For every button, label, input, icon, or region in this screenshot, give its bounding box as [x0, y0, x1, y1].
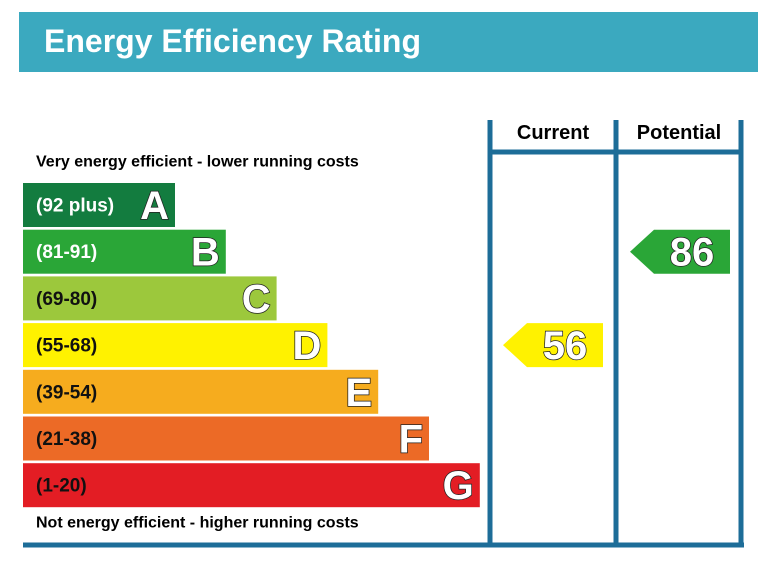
band [23, 183, 175, 227]
band-letter: G [443, 464, 474, 508]
band-range: (92 plus) [36, 196, 114, 217]
band-letter: D [293, 324, 322, 368]
band-range: (81-91) [36, 242, 97, 263]
band-letter: E [346, 371, 373, 415]
band-letter: B [191, 231, 220, 275]
band [23, 323, 328, 368]
band-range: (21-38) [36, 429, 97, 450]
frame [23, 120, 744, 548]
current-value: 56 [543, 324, 588, 368]
potential-arrow [630, 229, 730, 274]
bottom-note: Not energy efficient - higher running co… [36, 515, 359, 532]
header-bar [19, 12, 758, 72]
band-range: (55-68) [36, 336, 97, 357]
band [23, 416, 429, 461]
band-letter: C [242, 277, 271, 321]
chart-title: Energy Efficiency Rating [44, 23, 421, 59]
band [23, 369, 379, 414]
potential-value: 86 [670, 231, 715, 275]
column-header: Potential [637, 122, 721, 144]
band [23, 463, 480, 508]
band-letter: F [399, 418, 423, 462]
band [23, 229, 226, 274]
current-arrow [503, 323, 603, 368]
band [23, 276, 277, 321]
band-letter: A [140, 184, 169, 228]
band-range: (69-80) [36, 289, 97, 310]
column-header: Current [517, 122, 590, 144]
band-range: (1-20) [36, 476, 87, 497]
top-note: Very energy efficient - lower running co… [36, 154, 359, 171]
band-range: (39-54) [36, 382, 97, 403]
